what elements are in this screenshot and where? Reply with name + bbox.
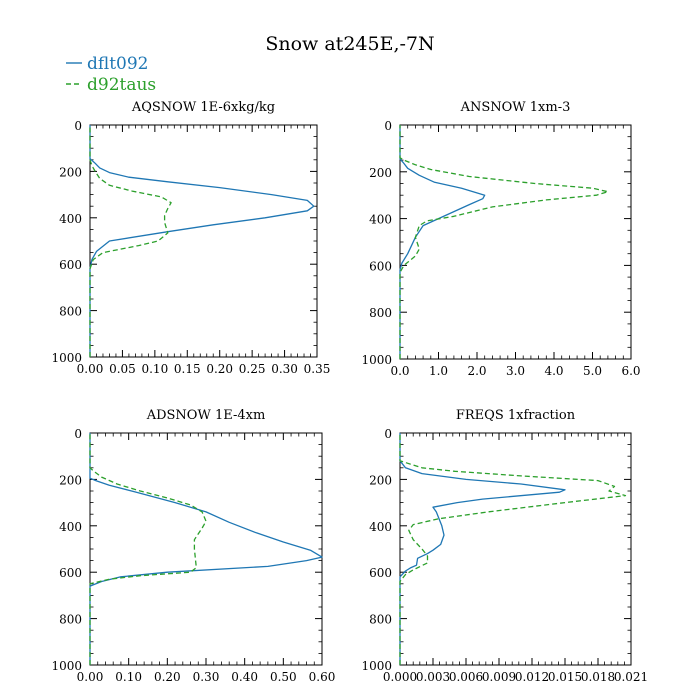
x-tick-label: 0.012 (515, 670, 549, 684)
y-tick-label: 1000 (361, 659, 392, 673)
x-tick-label: 3.0 (506, 364, 525, 378)
x-tick-label: 0.0 (390, 364, 409, 378)
panel-title-ansnow: ANSNOW 1xm-3 (460, 100, 571, 115)
series-line-dflt092 (399, 433, 566, 665)
y-tick-label: 800 (59, 613, 82, 627)
x-tick-label: 0.00 (77, 670, 104, 684)
x-tick-label: 0.60 (309, 670, 336, 684)
y-tick-label: 1000 (361, 353, 392, 367)
figure-title: Snow at245E,-7N (265, 33, 434, 55)
y-tick-label: 800 (369, 613, 392, 627)
y-tick-label: 0 (74, 119, 82, 133)
x-tick-label: 0.015 (548, 670, 582, 684)
y-tick-label: 800 (59, 305, 82, 319)
y-tick-label: 1000 (51, 659, 82, 673)
x-tick-label: 0.40 (231, 670, 258, 684)
x-tick-label: 0.15 (174, 362, 201, 376)
y-tick-label: 200 (59, 165, 82, 179)
legend: dflt092 d92taus (66, 54, 156, 95)
y-tick-label: 200 (59, 473, 82, 487)
x-tick-label: 2.0 (467, 364, 486, 378)
plot-frame (399, 124, 632, 360)
y-tick-label: 400 (369, 520, 392, 534)
y-tick-label: 0 (74, 427, 82, 441)
legend-label-dflt092: dflt092 (87, 54, 149, 74)
panel-title-freqs: FREQS 1xfraction (456, 408, 576, 423)
x-tick-label: 0.35 (304, 362, 331, 376)
y-tick-label: 400 (369, 213, 392, 227)
legend-label-d92taus: d92taus (87, 75, 156, 95)
x-tick-label: 0.021 (614, 670, 648, 684)
series-line-d92taus (89, 433, 207, 665)
y-tick-label: 200 (369, 473, 392, 487)
plot-frame (89, 124, 318, 358)
y-tick-label: 0 (384, 427, 392, 441)
x-tick-label: 4.0 (544, 364, 563, 378)
y-tick-label: 600 (59, 566, 82, 580)
y-tick-label: 600 (369, 259, 392, 273)
y-tick-label: 600 (59, 258, 82, 272)
series-line-d92taus (89, 125, 172, 357)
x-tick-label: 0.50 (270, 670, 297, 684)
x-tick-label: 0.10 (141, 362, 168, 376)
panel-aqsnow: AQSNOW 1E-6xkg/kg 0.00 0.05 0.10 0.15 0.20 0.2… (51, 100, 330, 376)
series-line-dflt092 (89, 125, 315, 357)
x-tick-label: 1.0 (429, 364, 448, 378)
y-tick-label: 1000 (51, 351, 82, 365)
x-tick-label: 0.009 (482, 670, 516, 684)
series-line-d92taus (399, 125, 609, 359)
x-tick-label: 0.10 (115, 670, 142, 684)
panel-freqs: FREQS 1xfraction0.0000.0030.0060.0090.01… (361, 408, 648, 684)
y-tick-label: 0 (384, 119, 392, 133)
series-line-dflt092 (89, 433, 323, 665)
x-tick-label: 0.003 (416, 670, 450, 684)
panel-adsnow: ADSNOW 1E-4xm 0.00 0.10 0.20 0.30 0.40 0.50 0.6… (51, 408, 335, 684)
x-tick-label: 0.20 (154, 670, 181, 684)
x-tick-label: 0.30 (271, 362, 298, 376)
x-tick-label: 0.00 (77, 362, 104, 376)
x-tick-label: 0.25 (239, 362, 266, 376)
x-tick-label: 6.0 (621, 364, 640, 378)
x-tick-label: 0.05 (109, 362, 136, 376)
plot-frame (89, 432, 323, 666)
panel-title-adsnow: ADSNOW 1E-4xm (146, 408, 266, 423)
series-line-d92taus (399, 433, 627, 665)
x-tick-label: 0.30 (193, 670, 220, 684)
y-tick-label: 400 (59, 520, 82, 534)
series-line-dflt092 (399, 125, 486, 359)
panel-ansnow: ANSNOW 1xm-3 0.0 1.0 2.0 3.0 4.0 5.0 6.0 0 200 400… (361, 100, 640, 378)
x-tick-label: 0.018 (581, 670, 615, 684)
x-tick-label: 5.0 (583, 364, 602, 378)
panel-title-aqsnow: AQSNOW 1E-6xkg/kg (131, 100, 275, 115)
x-tick-label: 0.000 (383, 670, 417, 684)
y-tick-label: 600 (369, 566, 392, 580)
y-tick-label: 200 (369, 166, 392, 180)
y-tick-label: 800 (369, 306, 392, 320)
x-tick-label: 0.20 (206, 362, 233, 376)
x-tick-label: 0.006 (449, 670, 483, 684)
y-tick-label: 400 (59, 212, 82, 226)
